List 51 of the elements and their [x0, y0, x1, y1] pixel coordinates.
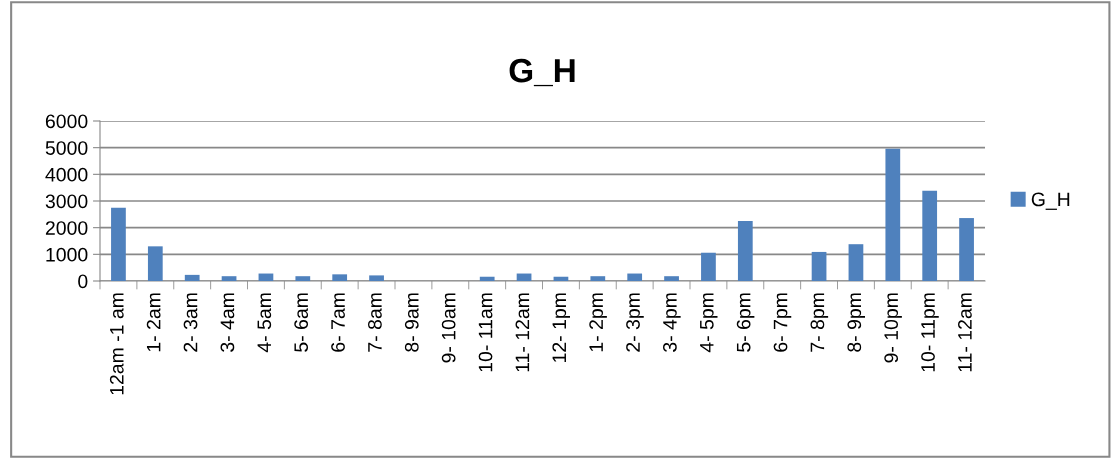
x-tick-label: 5- 6pm [736, 293, 755, 352]
bar [737, 221, 753, 281]
bar [627, 273, 643, 281]
bar [959, 218, 974, 281]
bar [147, 246, 163, 281]
bar [295, 276, 311, 281]
x-tick-label: 4- 5pm [700, 293, 718, 353]
x-tick-label: 5- 6am [294, 293, 309, 352]
bar [664, 276, 679, 281]
chart-title: G_H [509, 58, 575, 87]
x-tick-label: 2- 3pm [626, 293, 644, 352]
x-tick-label: 1- 2pm [589, 293, 607, 352]
x-tick-label: 6- 7am [331, 293, 345, 352]
x-tick-label: 11- 12am [515, 293, 530, 372]
y-tick-label: 5000 [45, 141, 88, 155]
x-tick-label: 9- 10pm [884, 293, 902, 363]
y-tick-label: 1000 [46, 247, 88, 262]
x-tick-label: 12am -1 am [109, 293, 124, 395]
y-tick-label: 4000 [45, 167, 88, 182]
x-tick-label: 9- 10am [441, 293, 456, 363]
x-tick-label: 7- 8am [368, 293, 382, 352]
y-tick-label: 3000 [45, 194, 88, 209]
x-tick-label: 2- 3am [183, 293, 198, 352]
x-tick-label: 4- 5am [257, 293, 272, 353]
x-tick-label: 10- 11pm [921, 293, 939, 372]
x-tick-label: 11- 12am [958, 293, 972, 372]
y-tick-label: 2000 [45, 221, 88, 235]
bar [479, 276, 495, 281]
bar [111, 207, 126, 281]
x-tick-label: 10- 11am [478, 293, 493, 372]
bar [885, 148, 901, 281]
x-tick-label: 1- 2am [146, 293, 161, 352]
x-tick-label: 6- 7pm [773, 293, 792, 352]
x-tick-label: 8- 9am [404, 293, 419, 352]
x-tick-label: 12- 1pm [552, 293, 570, 362]
x-tick-label: 3- 4pm [663, 293, 681, 352]
bar [701, 252, 716, 281]
bar [369, 275, 384, 281]
bar [590, 276, 606, 281]
bar [332, 274, 348, 281]
bar [221, 276, 237, 281]
x-tick-label: 7- 8pm [810, 293, 829, 352]
y-tick-label: 0 [78, 274, 88, 289]
legend-label: G_H [1031, 192, 1070, 210]
y-tick-label: 6000 [45, 114, 88, 129]
bar [922, 190, 938, 281]
bar [848, 244, 864, 281]
x-tick-label: 8- 9pm [847, 293, 865, 352]
bar [184, 274, 200, 281]
x-tick-label: 3- 4am [220, 293, 235, 352]
bar [811, 251, 827, 281]
